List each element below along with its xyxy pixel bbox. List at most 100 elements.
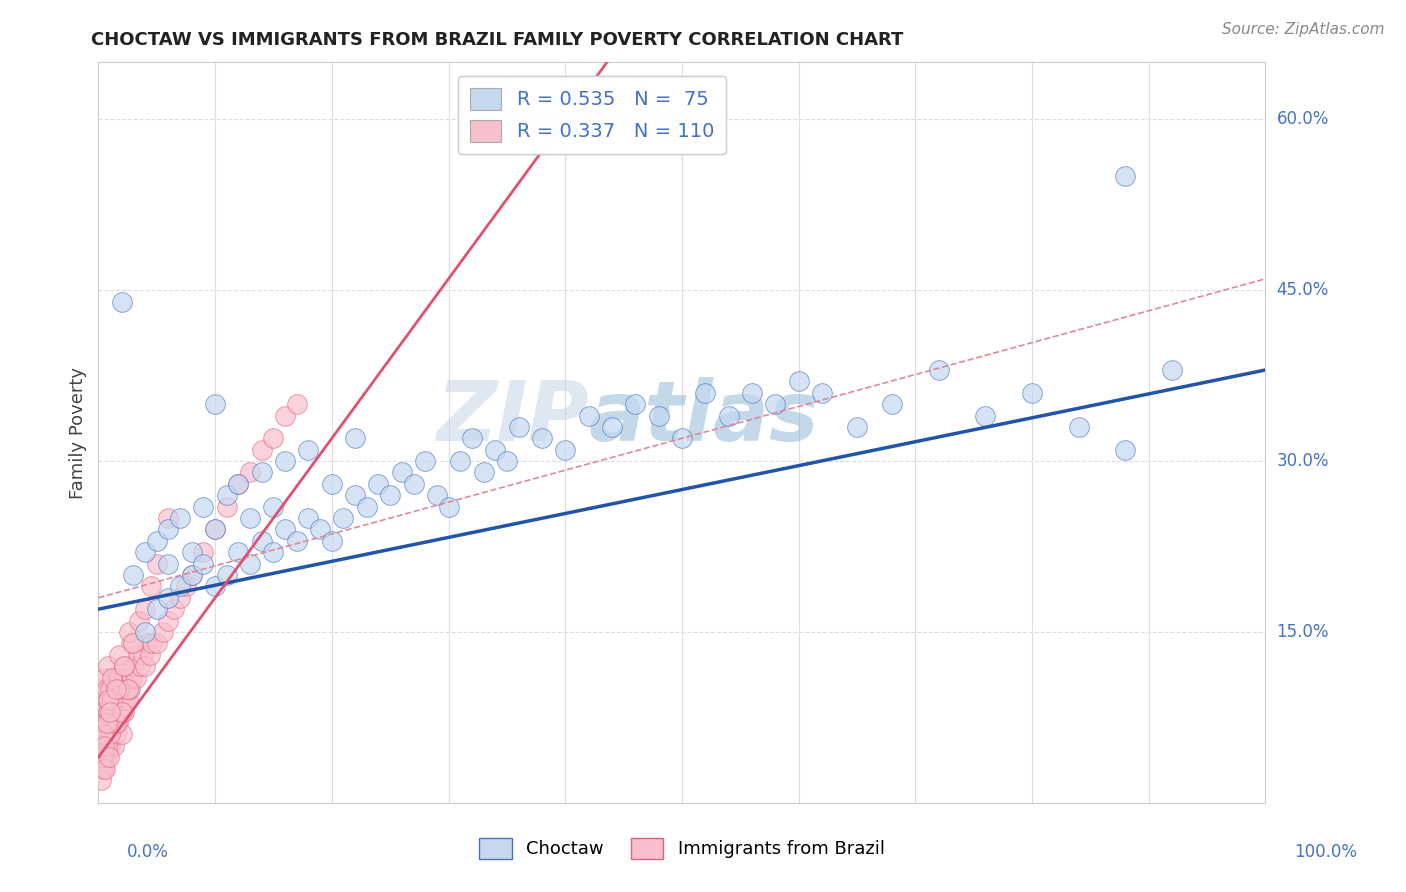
Point — [100, 727, 122, 741]
Point — [96, 681, 118, 696]
Point — [111, 727, 134, 741]
Text: Source: ZipAtlas.com: Source: ZipAtlas.com — [1222, 22, 1385, 37]
Point — [90, 750, 112, 764]
Point — [624, 397, 647, 411]
Point — [262, 500, 284, 514]
Point — [578, 409, 600, 423]
Point — [98, 727, 121, 741]
Point — [496, 454, 519, 468]
Point — [391, 466, 413, 480]
Point — [274, 523, 297, 537]
Point — [97, 750, 120, 764]
Point — [472, 466, 495, 480]
Point — [204, 397, 226, 411]
Y-axis label: Family Poverty: Family Poverty — [69, 367, 87, 499]
Point — [695, 385, 717, 400]
Point — [122, 568, 145, 582]
Point — [93, 750, 115, 764]
Point — [717, 409, 740, 423]
Point — [262, 431, 284, 445]
Point — [139, 579, 162, 593]
Point — [97, 739, 120, 753]
Point — [157, 591, 180, 605]
Point — [115, 681, 138, 696]
Point — [91, 727, 114, 741]
Point — [169, 511, 191, 525]
Point — [239, 511, 262, 525]
Point — [94, 739, 117, 753]
Point — [437, 500, 460, 514]
Point — [101, 727, 124, 741]
Point — [152, 624, 174, 639]
Point — [250, 466, 273, 480]
Point — [100, 693, 122, 707]
Point — [741, 385, 763, 400]
Point — [104, 671, 127, 685]
Point — [250, 533, 273, 548]
Point — [108, 671, 131, 685]
Point — [104, 693, 127, 707]
Point — [111, 294, 134, 309]
Point — [239, 466, 262, 480]
Point — [97, 693, 120, 707]
Point — [671, 431, 693, 445]
Point — [93, 681, 115, 696]
Text: CHOCTAW VS IMMIGRANTS FROM BRAZIL FAMILY POVERTY CORRELATION CHART: CHOCTAW VS IMMIGRANTS FROM BRAZIL FAMILY… — [91, 31, 904, 49]
Point — [274, 409, 297, 423]
Point — [103, 693, 125, 707]
Point — [344, 431, 367, 445]
Point — [134, 545, 156, 559]
Point — [228, 476, 250, 491]
Point — [193, 557, 215, 571]
Point — [169, 579, 191, 593]
Point — [136, 636, 159, 650]
Text: 100.0%: 100.0% — [1294, 843, 1357, 861]
Point — [111, 705, 134, 719]
Point — [139, 648, 162, 662]
Point — [98, 716, 121, 731]
Point — [98, 681, 121, 696]
Text: atlas: atlas — [589, 377, 820, 458]
Text: 0.0%: 0.0% — [127, 843, 169, 861]
Point — [97, 727, 120, 741]
Point — [132, 648, 155, 662]
Point — [108, 681, 131, 696]
Point — [157, 614, 180, 628]
Point — [193, 545, 215, 559]
Point — [332, 511, 354, 525]
Point — [297, 442, 319, 457]
Point — [128, 614, 150, 628]
Point — [105, 681, 128, 696]
Point — [880, 397, 903, 411]
Text: 30.0%: 30.0% — [1277, 452, 1329, 470]
Point — [174, 579, 197, 593]
Point — [120, 636, 142, 650]
Text: 15.0%: 15.0% — [1277, 623, 1329, 641]
Point — [413, 454, 436, 468]
Point — [356, 500, 378, 514]
Point — [928, 363, 950, 377]
Point — [122, 659, 145, 673]
Point — [157, 557, 180, 571]
Point — [91, 716, 114, 731]
Point — [101, 705, 124, 719]
Point — [146, 533, 169, 548]
Point — [134, 659, 156, 673]
Point — [647, 409, 669, 423]
Point — [600, 420, 623, 434]
Point — [97, 659, 120, 673]
Point — [204, 523, 226, 537]
Point — [380, 488, 402, 502]
Point — [91, 727, 114, 741]
Point — [274, 454, 297, 468]
Point — [367, 476, 389, 491]
Point — [974, 409, 997, 423]
Point — [117, 681, 139, 696]
Point — [94, 671, 117, 685]
Point — [146, 636, 169, 650]
Point — [134, 624, 156, 639]
Point — [285, 533, 308, 548]
Point — [94, 716, 117, 731]
Point — [108, 648, 131, 662]
Point — [321, 533, 343, 548]
